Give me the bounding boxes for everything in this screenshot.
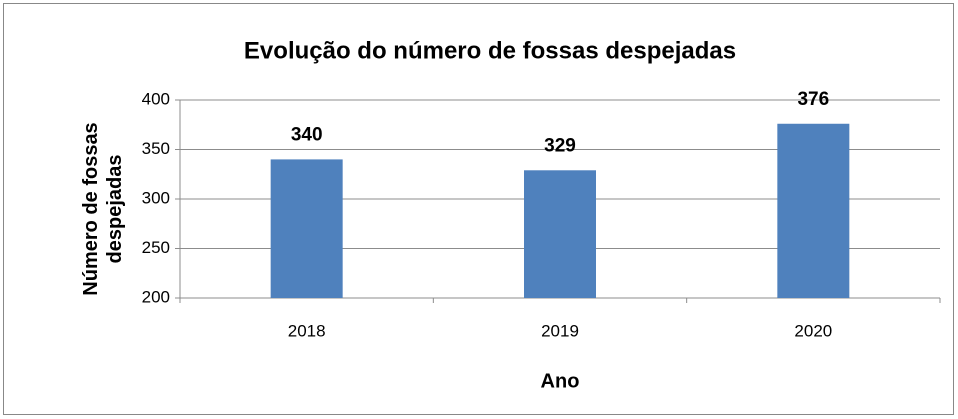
bar (270, 159, 343, 298)
data-label: 376 (797, 89, 829, 110)
x-tick-label: 2018 (288, 321, 326, 340)
data-label: 329 (544, 135, 576, 156)
bar (524, 170, 596, 298)
data-label: 340 (291, 124, 323, 145)
y-tick-label: 200 (142, 287, 170, 306)
y-tick-label: 300 (142, 188, 170, 207)
y-tick-label: 250 (142, 238, 170, 257)
chart-title: Evolução do número de fossas despejadas (244, 37, 736, 64)
y-axis-label: Número de fossas despejadas (80, 122, 126, 296)
y-tick-label: 400 (142, 89, 170, 108)
bar (777, 123, 850, 298)
x-tick-label: 2019 (541, 321, 579, 340)
y-tick-label: 350 (142, 139, 170, 158)
x-axis-label: Ano (541, 370, 580, 392)
x-tick-label: 2020 (794, 321, 832, 340)
